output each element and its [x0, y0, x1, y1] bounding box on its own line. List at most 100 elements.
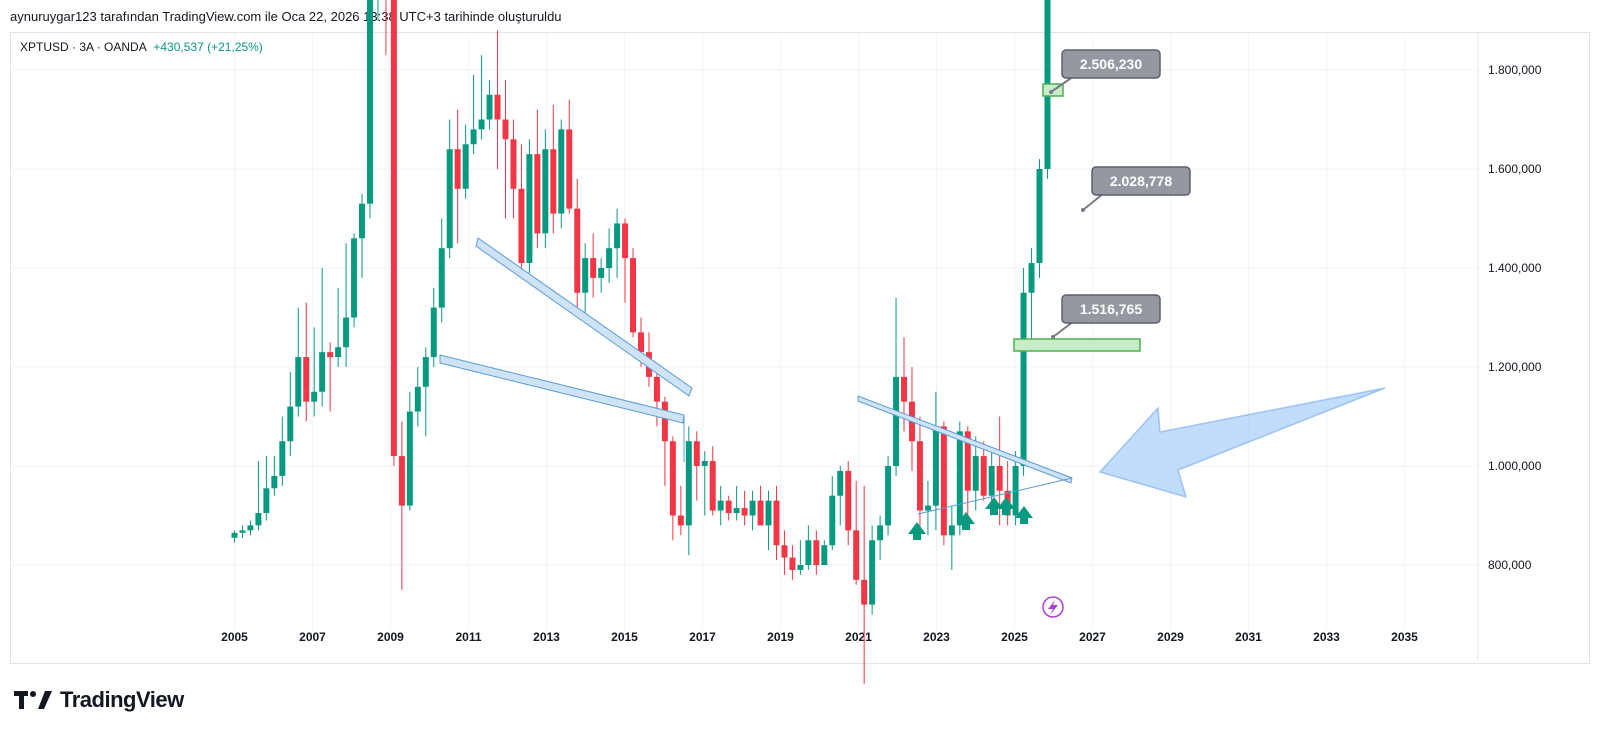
candle-body[interactable] — [996, 466, 1003, 491]
candle-body[interactable] — [422, 357, 429, 387]
candle-body[interactable] — [622, 223, 629, 259]
candle-body[interactable] — [1028, 263, 1035, 293]
candle-body[interactable] — [869, 540, 876, 605]
candle-body[interactable] — [964, 431, 971, 491]
candle-body[interactable] — [893, 376, 900, 466]
candle-body[interactable] — [630, 258, 637, 333]
candle-body[interactable] — [797, 565, 804, 570]
events-icon[interactable] — [1042, 596, 1064, 618]
tradingview-brand[interactable]: TradingView — [14, 687, 184, 713]
candle-body[interactable] — [414, 386, 421, 412]
candle-body[interactable] — [693, 441, 700, 466]
candle-body[interactable] — [542, 149, 549, 234]
candle-body[interactable] — [566, 129, 573, 209]
candle-body[interactable] — [438, 248, 445, 308]
candle-body[interactable] — [526, 154, 533, 264]
candle-body[interactable] — [239, 530, 246, 533]
candle-body[interactable] — [829, 495, 836, 546]
candle-body[interactable] — [359, 203, 366, 239]
candle-body[interactable] — [653, 376, 660, 402]
candle-body[interactable] — [486, 94, 493, 120]
candle-body[interactable] — [590, 258, 597, 278]
candle-body[interactable] — [327, 352, 334, 358]
candle-body[interactable] — [940, 426, 947, 536]
candle-body[interactable] — [303, 357, 310, 402]
candle-body[interactable] — [932, 426, 939, 506]
candle-body[interactable] — [478, 119, 485, 130]
candle-body[interactable] — [972, 456, 979, 491]
candle-body[interactable] — [717, 500, 724, 511]
candle-body[interactable] — [733, 508, 740, 514]
candle-body[interactable] — [470, 129, 477, 145]
candle-body[interactable] — [725, 500, 732, 514]
candle-body[interactable] — [606, 248, 613, 268]
candle-body[interactable] — [406, 411, 413, 506]
candle-body[interactable] — [343, 317, 350, 348]
candle-body[interactable] — [398, 456, 405, 506]
candle-body[interactable] — [749, 500, 756, 516]
candle-body[interactable] — [638, 332, 644, 353]
candle-body[interactable] — [319, 352, 326, 392]
candle-body[interactable] — [956, 431, 963, 526]
candle-body[interactable] — [661, 401, 668, 442]
candle-body[interactable] — [582, 258, 589, 293]
candle-body[interactable] — [901, 376, 908, 402]
symbol-info[interactable]: XPTUSD · 3A · OANDA — [20, 40, 147, 54]
candle-body[interactable] — [861, 579, 868, 605]
candle-body[interactable] — [446, 149, 453, 249]
candle-body[interactable] — [518, 188, 525, 264]
candle-body[interactable] — [757, 500, 764, 526]
candle-body[interactable] — [367, 0, 373, 204]
candle-body[interactable] — [231, 532, 238, 538]
candle-body[interactable] — [845, 470, 852, 531]
candle-body[interactable] — [574, 208, 581, 293]
candle-body[interactable] — [685, 441, 692, 526]
candle-body[interactable] — [677, 515, 684, 526]
candle-body[interactable] — [709, 461, 716, 511]
candle-body[interactable] — [853, 530, 860, 580]
callout-box[interactable] — [1061, 49, 1161, 79]
candle-body[interactable] — [885, 466, 892, 526]
candle-body[interactable] — [773, 500, 780, 546]
candle-body[interactable] — [741, 508, 748, 516]
candle-body[interactable] — [311, 391, 318, 402]
candle-body[interactable] — [263, 488, 270, 514]
candle-body[interactable] — [948, 525, 955, 536]
candle-body[interactable] — [701, 461, 708, 466]
candle-body[interactable] — [462, 144, 469, 189]
candle-body[interactable] — [351, 238, 358, 318]
candle-body[interactable] — [1020, 292, 1027, 466]
candle-body[interactable] — [271, 475, 278, 489]
candle-body[interactable] — [821, 545, 828, 565]
candle-body[interactable] — [988, 466, 995, 496]
candle-body[interactable] — [550, 149, 557, 214]
candle-body[interactable] — [279, 441, 286, 476]
candle-body[interactable] — [916, 441, 923, 511]
candle-body[interactable] — [980, 456, 987, 496]
candle-body[interactable] — [813, 540, 820, 565]
candle-body[interactable] — [255, 513, 262, 526]
candle-body[interactable] — [454, 149, 461, 189]
candle-body[interactable] — [502, 119, 509, 140]
candle-body[interactable] — [669, 441, 676, 516]
candle-body[interactable] — [614, 223, 621, 249]
candle-body[interactable] — [805, 540, 812, 565]
candle-body[interactable] — [598, 268, 605, 278]
candle-body[interactable] — [877, 525, 884, 541]
candle-body[interactable] — [924, 505, 931, 511]
candle-body[interactable] — [789, 557, 796, 570]
candle-body[interactable] — [494, 94, 501, 120]
candle-body[interactable] — [247, 525, 254, 531]
candle-body[interactable] — [335, 347, 342, 358]
candle-body[interactable] — [430, 307, 437, 358]
candle-body[interactable] — [837, 470, 844, 496]
candle-body[interactable] — [534, 154, 541, 234]
candle-body[interactable] — [510, 139, 517, 189]
candle-body[interactable] — [558, 129, 565, 214]
candle-body[interactable] — [295, 357, 302, 407]
candle-body[interactable] — [390, 0, 397, 457]
candle-body[interactable] — [287, 406, 294, 442]
candle-body[interactable] — [781, 545, 788, 558]
candle-body[interactable] — [1036, 169, 1043, 264]
